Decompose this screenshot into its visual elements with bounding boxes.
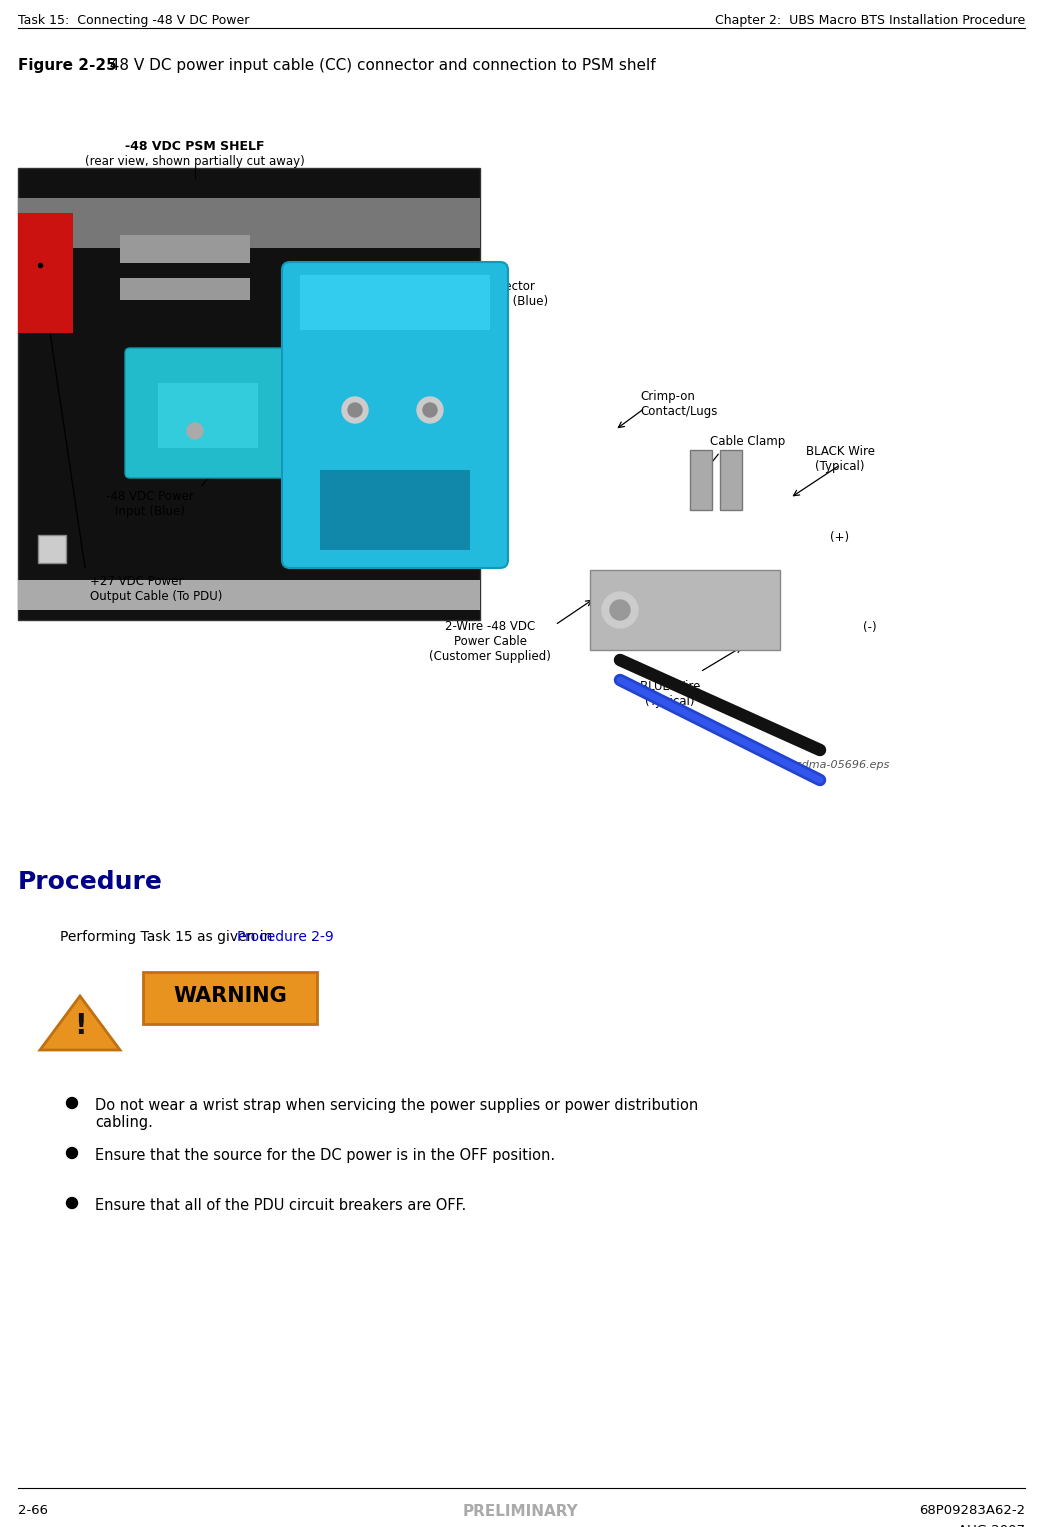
Bar bbox=[320, 470, 470, 550]
Circle shape bbox=[67, 1197, 77, 1208]
Bar bbox=[590, 570, 780, 651]
Text: (+): (+) bbox=[830, 531, 850, 545]
Text: Chapter 2:  UBS Macro BTS Installation Procedure: Chapter 2: UBS Macro BTS Installation Pr… bbox=[714, 14, 1025, 27]
Bar bbox=[157, 383, 258, 447]
Bar bbox=[690, 450, 712, 510]
Text: Figure 2-25: Figure 2-25 bbox=[18, 58, 117, 73]
Text: 2-66: 2-66 bbox=[18, 1504, 48, 1516]
Circle shape bbox=[187, 423, 203, 438]
Circle shape bbox=[417, 397, 443, 423]
FancyBboxPatch shape bbox=[143, 973, 317, 1025]
Bar bbox=[18, 199, 480, 247]
Text: WARNING: WARNING bbox=[173, 986, 287, 1006]
FancyBboxPatch shape bbox=[282, 263, 508, 568]
Polygon shape bbox=[40, 996, 120, 1051]
Bar bbox=[38, 534, 66, 563]
Text: Ensure that all of the PDU circuit breakers are OFF.: Ensure that all of the PDU circuit break… bbox=[95, 1199, 466, 1212]
Bar bbox=[720, 450, 742, 510]
Text: Procedure 2-9: Procedure 2-9 bbox=[237, 930, 334, 944]
Text: 2-Wire -48 VDC
Power Cable
(Customer Supplied): 2-Wire -48 VDC Power Cable (Customer Sup… bbox=[429, 620, 551, 663]
Circle shape bbox=[67, 1147, 77, 1159]
Text: (-): (-) bbox=[864, 621, 877, 635]
Text: Ensure that the source for the DC power is in the OFF position.: Ensure that the source for the DC power … bbox=[95, 1148, 555, 1164]
FancyBboxPatch shape bbox=[125, 348, 290, 478]
Circle shape bbox=[423, 403, 437, 417]
Text: Task 15:  Connecting -48 V DC Power: Task 15: Connecting -48 V DC Power bbox=[18, 14, 249, 27]
Text: Crimp-on
Contact/Lugs: Crimp-on Contact/Lugs bbox=[640, 389, 718, 418]
Text: AUG 2007: AUG 2007 bbox=[959, 1524, 1025, 1527]
Circle shape bbox=[610, 600, 630, 620]
Text: (+): (+) bbox=[459, 379, 478, 391]
Circle shape bbox=[602, 592, 638, 628]
Bar bbox=[18, 168, 480, 620]
Text: Performing Task 15 as given in: Performing Task 15 as given in bbox=[60, 930, 276, 944]
Bar bbox=[18, 580, 480, 609]
Circle shape bbox=[348, 403, 362, 417]
Text: .: . bbox=[311, 930, 315, 944]
Bar bbox=[120, 278, 250, 299]
Bar bbox=[300, 275, 490, 330]
Text: 48 V DC power input cable (CC) connector and connection to PSM shelf: 48 V DC power input cable (CC) connector… bbox=[100, 58, 656, 73]
Bar bbox=[18, 212, 73, 333]
Text: PRELIMINARY: PRELIMINARY bbox=[463, 1504, 579, 1519]
Text: (rear view, shown partially cut away): (rear view, shown partially cut away) bbox=[86, 156, 305, 168]
Text: Connector
Housing (Blue): Connector Housing (Blue) bbox=[461, 279, 549, 308]
Circle shape bbox=[342, 397, 368, 423]
Text: Cable Clamp: Cable Clamp bbox=[710, 435, 785, 447]
Text: 68P09283A62-2: 68P09283A62-2 bbox=[919, 1504, 1025, 1516]
Text: Procedure: Procedure bbox=[18, 870, 163, 893]
Bar bbox=[120, 235, 250, 263]
Text: BLUE Wire
(Typical): BLUE Wire (Typical) bbox=[639, 680, 700, 709]
Text: !: ! bbox=[74, 1012, 87, 1040]
Text: (-): (-) bbox=[363, 513, 377, 527]
Text: -48 VDC PSM SHELF: -48 VDC PSM SHELF bbox=[125, 140, 265, 153]
Text: Do not wear a wrist strap when servicing the power supplies or power distributio: Do not wear a wrist strap when servicing… bbox=[95, 1098, 698, 1130]
Circle shape bbox=[67, 1098, 77, 1109]
Text: ti-cdma-05696.eps: ti-cdma-05696.eps bbox=[784, 760, 890, 770]
Text: BLACK Wire
(Typical): BLACK Wire (Typical) bbox=[805, 444, 874, 473]
Text: -48 VDC Power
Input (Blue): -48 VDC Power Input (Blue) bbox=[106, 490, 194, 518]
Text: +27 VDC Power
Output Cable (To PDU): +27 VDC Power Output Cable (To PDU) bbox=[90, 576, 222, 603]
